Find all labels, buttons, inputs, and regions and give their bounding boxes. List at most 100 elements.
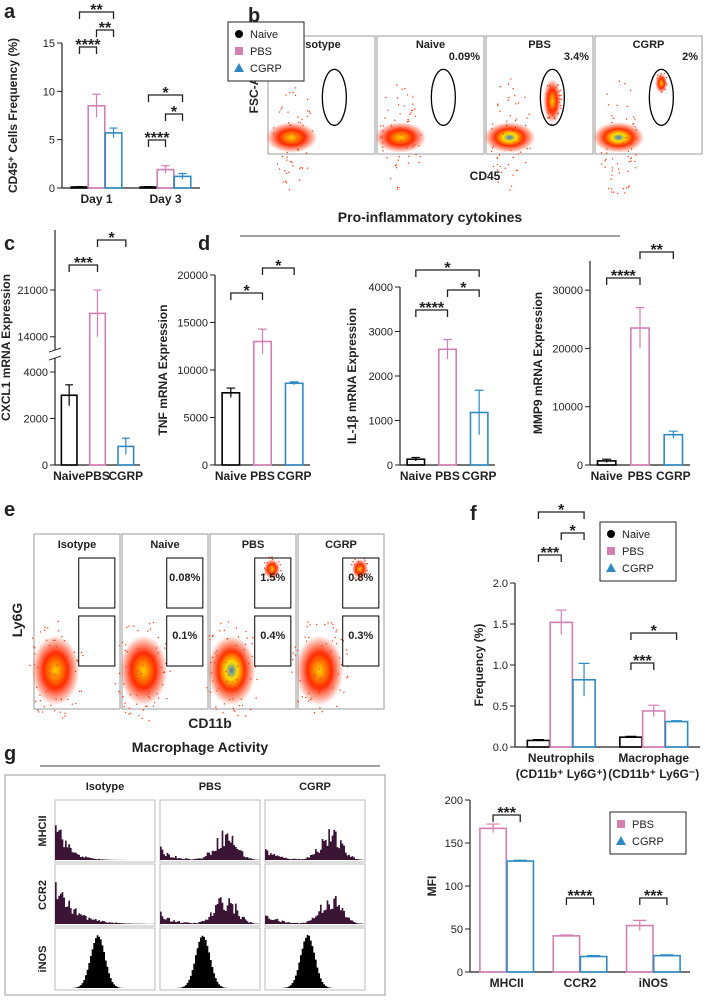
significance-label: * bbox=[244, 283, 251, 300]
cell-dot bbox=[164, 647, 166, 649]
cell-dot bbox=[210, 661, 212, 664]
cell-dot bbox=[281, 155, 284, 158]
y-tick-label: 2000 bbox=[369, 371, 393, 383]
cell-dot bbox=[149, 628, 152, 630]
cell-dot bbox=[43, 629, 46, 632]
cell-dot bbox=[302, 124, 304, 127]
cell-dot bbox=[358, 570, 360, 573]
y-tick-label: 30000 bbox=[552, 285, 583, 297]
cell-dot bbox=[55, 645, 58, 648]
cell-dot bbox=[382, 142, 384, 144]
cell-dot bbox=[157, 636, 160, 639]
cell-dot bbox=[363, 572, 365, 575]
cell-dot bbox=[29, 664, 31, 667]
cell-dot bbox=[305, 696, 307, 699]
error-bar bbox=[602, 458, 612, 463]
cell-dot bbox=[552, 90, 554, 92]
cell-dot bbox=[618, 80, 621, 82]
cell-dot bbox=[624, 82, 626, 85]
bar bbox=[104, 132, 123, 189]
cell-dot bbox=[611, 167, 614, 169]
x-tick-label: CGRP bbox=[656, 469, 691, 483]
flow-column-title: CGRP bbox=[325, 539, 357, 551]
cell-dot bbox=[59, 711, 61, 713]
x-tick-label: PBS bbox=[628, 469, 653, 483]
cell-dot bbox=[606, 93, 608, 95]
significance-bracket bbox=[230, 292, 264, 300]
cell-dot bbox=[382, 150, 384, 152]
y-tick-label: 15000 bbox=[177, 318, 208, 330]
cell-dot bbox=[605, 158, 607, 161]
cell-dot bbox=[210, 672, 213, 674]
cell-dot bbox=[386, 157, 388, 159]
cell-dot bbox=[524, 161, 527, 164]
cell-dot bbox=[234, 710, 236, 713]
cell-dot bbox=[340, 663, 343, 666]
cell-dot bbox=[499, 110, 501, 112]
cell-dot bbox=[517, 143, 520, 145]
cell-dot bbox=[310, 655, 312, 657]
section-header: Macrophage Activity bbox=[132, 739, 269, 755]
cell-dot bbox=[280, 108, 282, 110]
panel-label: g bbox=[4, 743, 16, 765]
cell-dot bbox=[663, 72, 666, 75]
bar bbox=[625, 924, 654, 973]
cell-dot bbox=[231, 681, 234, 683]
gate bbox=[342, 615, 380, 667]
bar bbox=[579, 955, 608, 973]
flow-column-title: Naive bbox=[150, 539, 179, 551]
cell-dot bbox=[127, 672, 130, 675]
x-tick-label: iNOS bbox=[639, 976, 668, 990]
cell-dot bbox=[627, 150, 630, 153]
cell-dot bbox=[318, 658, 320, 661]
cell-dot bbox=[319, 684, 321, 686]
cell-dot bbox=[146, 705, 148, 708]
cell-dot bbox=[318, 668, 321, 670]
cell-dot bbox=[510, 185, 513, 187]
bar bbox=[552, 935, 581, 973]
cell-dot bbox=[607, 187, 610, 190]
histogram-row-label: CCR2 bbox=[37, 880, 49, 910]
cell-dot bbox=[294, 646, 296, 648]
cell-dot bbox=[266, 562, 269, 564]
significance-bracket bbox=[492, 814, 521, 822]
y-tick-label: 2.0 bbox=[493, 578, 508, 590]
y-tick-label: 0 bbox=[387, 460, 393, 472]
axis-break-gap bbox=[52, 350, 58, 359]
cell-dot bbox=[660, 91, 663, 94]
cell-dot bbox=[52, 689, 54, 691]
error-bar bbox=[92, 93, 101, 118]
cell-dot bbox=[512, 174, 514, 176]
cell-dot bbox=[53, 651, 55, 654]
cell-dot bbox=[409, 113, 411, 116]
cell-dot bbox=[162, 671, 165, 673]
cell-dot bbox=[227, 674, 230, 676]
cell-dot bbox=[297, 116, 299, 118]
cell-dot bbox=[34, 700, 37, 703]
cell-dot bbox=[235, 644, 237, 647]
cell-dot bbox=[335, 705, 338, 708]
error-bar bbox=[75, 185, 84, 188]
cell-dot bbox=[211, 635, 214, 638]
cell-dot bbox=[366, 570, 368, 572]
cell-dot bbox=[499, 165, 502, 168]
panel-label: f bbox=[470, 503, 477, 525]
cell-dot bbox=[114, 682, 116, 685]
histogram-shape bbox=[265, 896, 365, 924]
cell-dot bbox=[306, 167, 309, 169]
cell-dot bbox=[239, 682, 242, 685]
cell-dot bbox=[526, 147, 528, 150]
cell-dot bbox=[635, 138, 638, 140]
cell-dot bbox=[309, 624, 311, 626]
cell-dot bbox=[215, 652, 217, 654]
bar bbox=[664, 720, 689, 748]
cell-dot bbox=[529, 147, 531, 150]
significance-bracket bbox=[415, 269, 480, 277]
cell-dot bbox=[547, 101, 550, 104]
cell-dot bbox=[506, 120, 508, 122]
histogram-column-title: CGRP bbox=[299, 781, 331, 793]
cell-dot bbox=[606, 148, 608, 150]
cell-dot bbox=[365, 563, 367, 565]
cell-dot bbox=[318, 692, 320, 694]
cell-dot bbox=[528, 113, 530, 116]
